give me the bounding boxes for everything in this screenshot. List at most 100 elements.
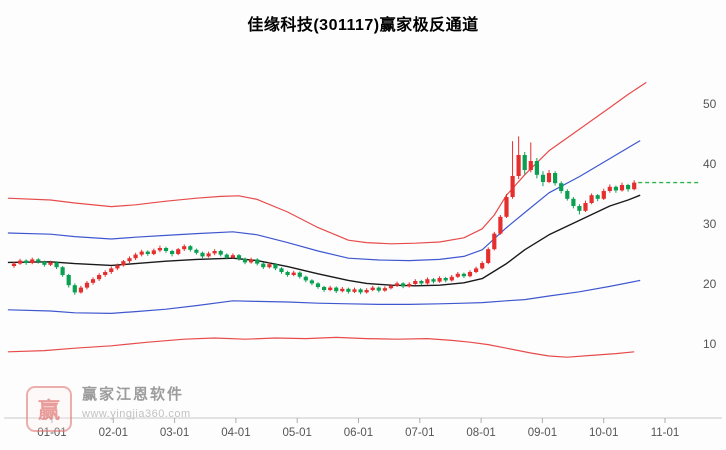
candle-body <box>303 276 308 281</box>
candle-body <box>346 288 351 292</box>
candle-body <box>431 279 436 282</box>
candle-body <box>571 198 576 206</box>
candle-body <box>577 206 582 211</box>
candle-body <box>498 216 503 234</box>
candle-body <box>510 176 515 197</box>
candle-body <box>170 251 175 254</box>
candle-body <box>443 278 448 281</box>
band-lower-extreme-red-line <box>7 336 635 358</box>
candle-body <box>60 267 65 275</box>
x-tick-label: 10-01 <box>589 427 618 439</box>
candle-body <box>267 264 272 268</box>
candle-body <box>376 287 381 291</box>
x-tick-label: 02-01 <box>99 427 128 439</box>
candle-body <box>467 272 473 277</box>
chart-title: 佳缘科技(301117)赢家极反通道 <box>247 17 479 34</box>
candle-body <box>504 197 509 217</box>
candle-body <box>30 259 35 263</box>
watermark-logo-icon: 赢 <box>26 386 72 432</box>
candle-body <box>188 246 193 250</box>
x-tick-label: 03-01 <box>160 427 189 439</box>
candle-body <box>559 183 564 191</box>
candle-body <box>84 282 90 288</box>
candle-body <box>486 249 491 263</box>
candle-body <box>516 155 521 176</box>
candle-body <box>11 263 17 266</box>
candle-body <box>401 283 406 287</box>
candle-body <box>151 250 156 254</box>
candle-body <box>54 262 59 268</box>
candle-body <box>322 287 327 290</box>
x-tick-label: 01-01 <box>37 427 66 439</box>
candle-body <box>589 195 594 203</box>
candle-body <box>121 261 126 266</box>
candle-body <box>522 155 527 170</box>
candle-body <box>115 265 120 269</box>
x-tick-label: 05-01 <box>282 427 311 439</box>
x-tick-label: 07-01 <box>405 427 434 439</box>
candle-body <box>285 272 290 275</box>
candle-body <box>382 288 387 291</box>
x-tick-label: 06-01 <box>344 427 373 439</box>
x-tick-label: 11-01 <box>651 427 680 439</box>
x-tick-label: 08-01 <box>466 427 495 439</box>
candle-body <box>182 246 187 250</box>
candle-body <box>534 161 539 175</box>
candle-body <box>461 273 466 277</box>
candle-body <box>297 272 302 277</box>
candle-body <box>145 251 150 254</box>
y-tick-label: 50 <box>703 97 717 111</box>
candle-body <box>176 249 181 254</box>
candle-body <box>419 281 424 284</box>
band-upper-blue-line <box>7 140 641 262</box>
candle-body <box>352 289 357 292</box>
watermark: 赢 赢家江恩软件 www.yingjia360.com <box>26 386 191 432</box>
candle-body <box>315 283 321 287</box>
candle-body <box>218 251 223 255</box>
candle-body <box>103 272 108 275</box>
candle-body <box>255 259 260 264</box>
y-axis: 10 20 30 40 50 <box>703 97 717 351</box>
candle-body <box>206 253 211 257</box>
candle-body <box>224 254 229 258</box>
candle-body <box>36 259 41 262</box>
y-tick-label: 40 <box>703 157 717 171</box>
candle-body <box>133 254 138 259</box>
candle-body <box>449 276 454 281</box>
candle-body <box>492 233 497 250</box>
candle-body <box>24 260 29 263</box>
candle-body <box>394 283 400 286</box>
candle-body <box>249 259 254 263</box>
candle-body <box>613 186 618 191</box>
candle-body <box>595 195 600 199</box>
candle-body <box>279 268 284 272</box>
watermark-logo-glyph: 赢 <box>37 398 60 423</box>
candle-body <box>607 186 612 191</box>
candle-body <box>455 273 460 277</box>
x-tick-label: 09-01 <box>528 427 557 439</box>
candle-body <box>601 191 606 199</box>
candle-body <box>72 285 77 293</box>
y-tick-label: 10 <box>703 337 717 351</box>
candle-body <box>546 173 552 182</box>
candle-body <box>437 278 442 282</box>
watermark-url: www.yingjia360.com <box>82 408 191 420</box>
y-tick-label: 30 <box>703 217 717 231</box>
candle-body <box>388 285 394 289</box>
candle-body <box>66 275 71 286</box>
candle-body <box>583 203 588 211</box>
candle-body <box>78 287 83 293</box>
candle-body <box>230 255 235 258</box>
candle-body <box>309 280 314 284</box>
candle-body <box>139 251 144 255</box>
candle-body <box>370 287 375 290</box>
candle-body <box>48 262 53 265</box>
candle-body <box>291 272 296 275</box>
band-middle-life-line-line <box>7 194 641 287</box>
candle-body <box>528 161 533 170</box>
candle-body <box>157 248 162 251</box>
channel-bands <box>7 81 647 358</box>
candle-body <box>236 255 242 259</box>
candle-body <box>18 260 23 264</box>
